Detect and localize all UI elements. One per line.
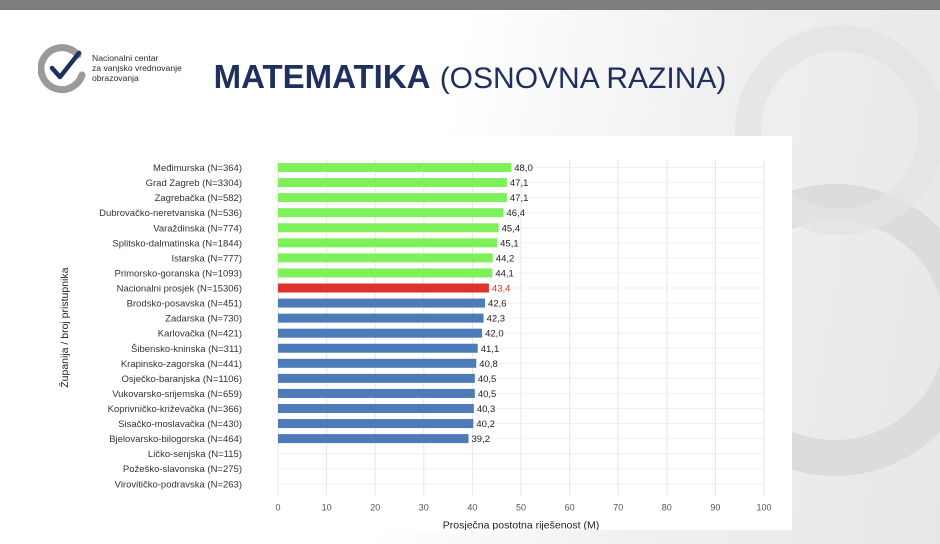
category-label: Požeško-slavonska (N=275) [123, 464, 242, 475]
x-tick-label: 70 [613, 502, 623, 512]
category-label: Dubrovačko-neretvanska (N=536) [99, 208, 242, 219]
bar [278, 283, 489, 293]
data-label: 40,8 [479, 359, 498, 370]
bar [278, 223, 499, 233]
category-label: Karlovačka (N=421) [158, 329, 242, 340]
bar [278, 343, 478, 353]
category-label: Koprivničko-križevačka (N=366) [108, 404, 242, 415]
category-label: Krapinsko-zagorska (N=441) [121, 359, 242, 370]
title-subtitle: (OSNOVNA RAZINA) [439, 62, 727, 95]
data-label: 40,5 [478, 389, 497, 400]
data-label: 40,2 [476, 419, 495, 430]
ncvvo-logo-icon [38, 44, 86, 94]
category-label: Primorsko-goranska (N=1093) [114, 268, 242, 279]
y-axis-label: Županija / broj pristupnika [58, 267, 71, 387]
bar [278, 163, 512, 173]
data-label: 47,1 [510, 178, 529, 189]
chart-panel: Međimurska (N=364) 48,0 Grad Zagreb (N=330… [52, 136, 792, 530]
category-label: Virovitičko-podravska (N=263) [115, 479, 242, 490]
x-tick-label: 90 [710, 502, 720, 512]
bar [278, 178, 507, 188]
data-label: 44,2 [496, 253, 515, 264]
logo-line-3: obrazovanja [92, 73, 139, 83]
bar [278, 419, 474, 429]
bar [278, 313, 484, 323]
bar [278, 403, 474, 413]
title-main: MATEMATIKA [213, 58, 431, 95]
slide-title: MATEMATIKA (OSNOVNA RAZINA) [0, 58, 940, 96]
data-label: 40,3 [477, 404, 496, 415]
category-label: Osječko-baranjska (N=1106) [122, 374, 242, 385]
category-label: Brodsko-posavska (N=451) [127, 299, 242, 310]
bar [278, 434, 469, 444]
category-label: Istarska (N=777) [172, 253, 243, 264]
bar [278, 388, 475, 398]
bar [278, 238, 498, 248]
category-label: Zadarska (N=730) [165, 314, 242, 325]
category-label: Međimurska (N=364) [153, 163, 242, 174]
logo-text: Nacionalni centar za vanjsko vrednovanje… [92, 53, 182, 83]
x-tick-label: 100 [756, 502, 771, 512]
logo-line-1: Nacionalni centar [92, 53, 159, 63]
category-label: Zagrebačka (N=582) [155, 193, 242, 204]
data-label: 45,4 [502, 223, 521, 234]
bar [278, 208, 504, 218]
category-label: Grad Zagreb (N=3304) [146, 178, 242, 189]
bar-chart: Međimurska (N=364) 48,0 Grad Zagreb (N=330… [58, 160, 772, 530]
bar [278, 373, 475, 383]
category-label: Nacionalni prosjek (N=15306) [117, 284, 242, 295]
bar [278, 268, 493, 278]
data-label: 47,1 [510, 193, 529, 204]
category-label: Sisačko-moslavačka (N=430) [118, 419, 242, 430]
data-label: 41,1 [481, 344, 500, 355]
data-label: 42,3 [487, 314, 506, 325]
x-tick-label: 30 [419, 502, 429, 512]
data-label: 48,0 [514, 163, 533, 174]
data-label: 45,1 [500, 238, 519, 249]
x-tick-label: 10 [322, 502, 332, 512]
category-label: Bjelovarsko-bilogorska (N=464) [109, 434, 242, 445]
category-label: Vukovarsko-srijemska (N=659) [112, 389, 242, 400]
data-label: 42,6 [488, 299, 507, 310]
data-label: 46,4 [507, 208, 526, 219]
logo-line-2: za vanjsko vrednovanje [92, 63, 182, 73]
bar [278, 253, 493, 263]
x-tick-label: 0 [275, 502, 280, 512]
category-label: Ličko-senjska (N=115) [148, 449, 242, 460]
bar [278, 298, 486, 308]
x-axis-label: Prosječna postotna riješenost (M) [443, 519, 599, 530]
data-label: 44,1 [495, 268, 514, 279]
x-tick-label: 50 [516, 502, 526, 512]
data-label: 42,0 [485, 329, 504, 340]
top-band [0, 0, 940, 10]
x-tick-label: 60 [565, 502, 575, 512]
bar [278, 328, 483, 338]
data-label: 43,4 [492, 284, 511, 295]
x-tick-label: 20 [370, 502, 380, 512]
category-label: Splitsko-dalmatinska (N=1844) [112, 238, 242, 249]
x-tick-label: 80 [662, 502, 672, 512]
bar [278, 193, 507, 203]
data-label: 39,2 [472, 434, 491, 445]
category-label: Varaždinska (N=774) [153, 223, 242, 234]
data-label: 40,5 [478, 374, 497, 385]
x-tick-label: 40 [467, 502, 477, 512]
category-label: Šibensko-kninska (N=311) [131, 344, 242, 355]
bar [278, 358, 477, 368]
